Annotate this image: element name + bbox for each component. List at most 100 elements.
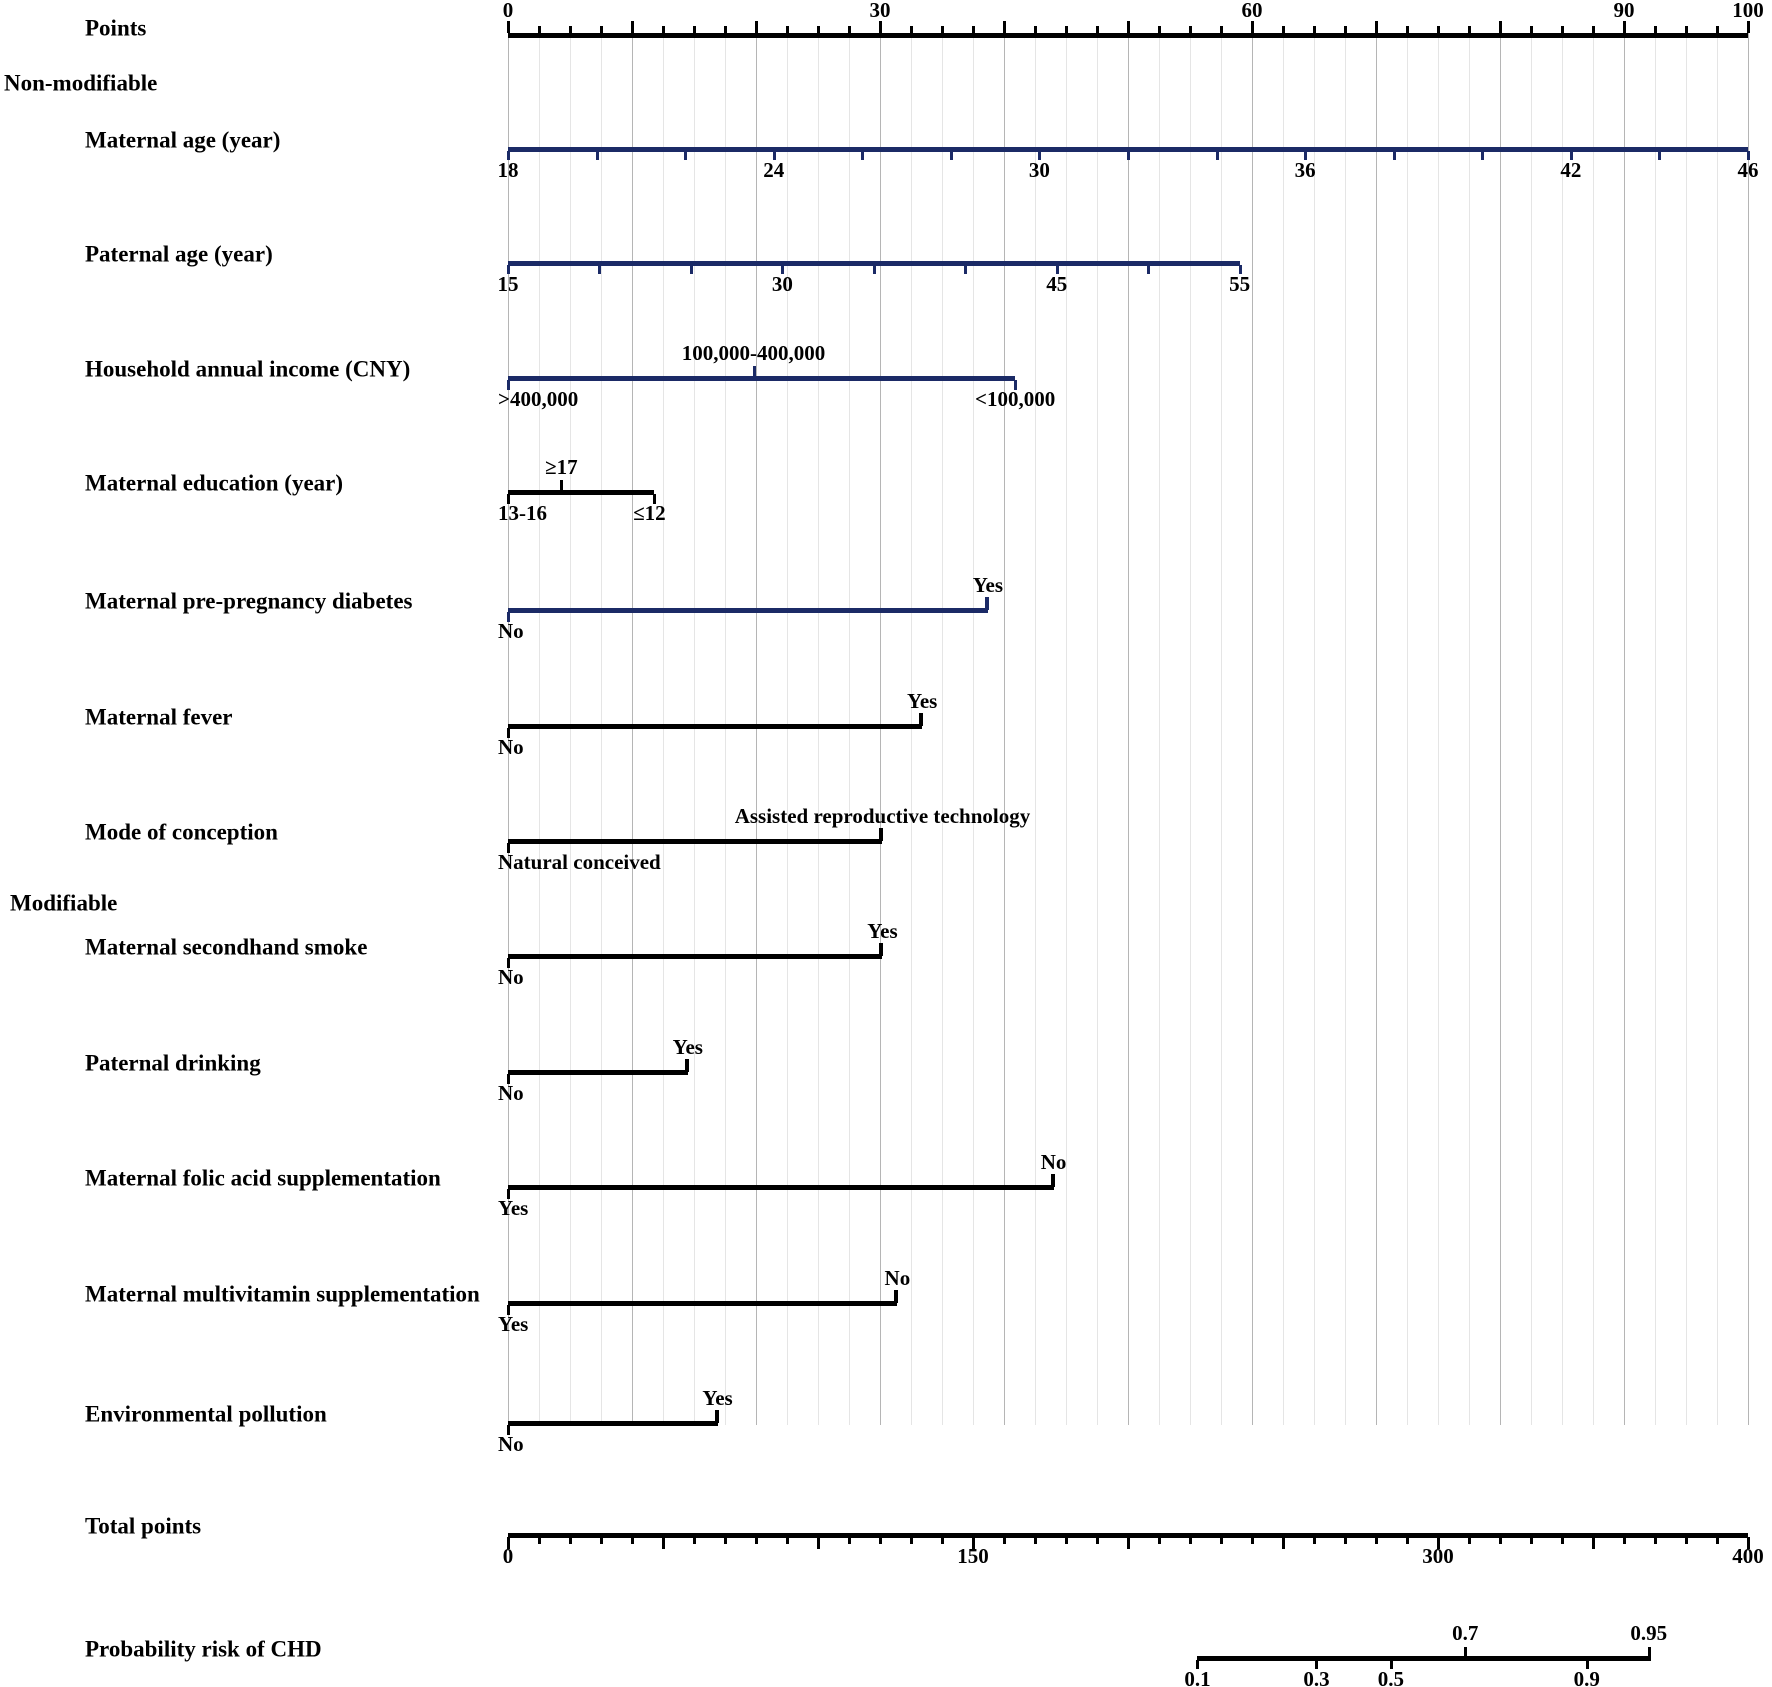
row-label-maternal-fever: Maternal fever [85, 704, 233, 730]
tick [772, 151, 776, 160]
gridline [1438, 33, 1439, 1425]
tick [653, 494, 657, 504]
gridline [1593, 33, 1594, 1425]
tick-label: 30 [869, 0, 891, 22]
tick [752, 366, 756, 376]
end-tick [879, 943, 884, 956]
paternal-drinking-line [508, 1070, 688, 1075]
tick [1215, 151, 1219, 160]
tick [1313, 1537, 1316, 1544]
row-label-multivitamin: Maternal multivitamin supplementation [85, 1281, 480, 1307]
secondhand-smoke-line [508, 954, 883, 959]
tick [1647, 1647, 1651, 1656]
tick [507, 265, 510, 274]
category-label: No [498, 619, 524, 643]
tick [848, 1537, 851, 1544]
tick [1189, 1537, 1192, 1544]
gridline [539, 33, 540, 1425]
tick [631, 21, 634, 33]
tick [1499, 21, 1502, 33]
tick [1127, 21, 1130, 33]
category-label: >400,000 [498, 387, 579, 411]
tick [1685, 26, 1688, 33]
tick [1561, 1537, 1564, 1544]
tick [1375, 1537, 1378, 1544]
tick-label: 0 [502, 1544, 514, 1568]
tick [569, 26, 572, 33]
tick [910, 1537, 913, 1544]
tick [662, 1537, 665, 1549]
row-label-secondhand-smoke: Maternal secondhand smoke [85, 934, 368, 960]
gridline [1407, 33, 1408, 1425]
row-label-paternal-drinking: Paternal drinking [85, 1050, 261, 1076]
tick [1716, 1537, 1719, 1544]
tick-label: 46 [1737, 158, 1759, 182]
tick [1282, 26, 1285, 33]
tick [1096, 1537, 1099, 1544]
row-label-household-income: Household annual income (CNY) [85, 356, 411, 382]
tick [1464, 1647, 1468, 1656]
tick [684, 151, 688, 160]
gridline [663, 33, 664, 1425]
category-label: No [1040, 1150, 1067, 1174]
tick [1530, 1537, 1533, 1544]
tick [1747, 151, 1750, 160]
tick [817, 1537, 820, 1549]
category-label: <100,000 [975, 387, 1056, 411]
tick [755, 1537, 758, 1544]
tick [1315, 1660, 1319, 1669]
category-label: Yes [972, 573, 1004, 597]
tick [631, 1537, 634, 1544]
axis-title-probability: Probability risk of CHD [85, 1636, 322, 1662]
tick [786, 26, 789, 33]
household-income-line [508, 376, 1016, 381]
tick [1282, 1537, 1285, 1549]
gridline [1159, 33, 1160, 1425]
tick [817, 26, 820, 33]
tick [1147, 265, 1151, 274]
row-label-pre-pregnancy-diabetes: Maternal pre-pregnancy diabetes [85, 588, 413, 614]
gridline [849, 33, 850, 1425]
tick [600, 1537, 603, 1544]
end-tick [1050, 1174, 1055, 1187]
tick [1313, 26, 1316, 33]
tick [507, 1537, 510, 1549]
tick-label: 90 [1613, 0, 1635, 22]
pre-pregnancy-diabetes-line [508, 608, 988, 613]
end-tick [894, 1290, 899, 1303]
tick [1003, 21, 1006, 33]
tick [1158, 26, 1161, 33]
end-tick [714, 1410, 719, 1423]
row-label-maternal-age: Maternal age (year) [85, 127, 281, 153]
tick [1716, 26, 1719, 33]
axis-title-points: Points [85, 15, 147, 41]
category-label: Yes [672, 1035, 703, 1059]
tick [595, 151, 599, 160]
tick-label: 400 [1732, 1544, 1764, 1568]
mode-of-conception-line [508, 839, 883, 844]
group-heading: Non-modifiable [4, 70, 158, 96]
tick [1658, 151, 1662, 160]
gridline [1748, 33, 1749, 1425]
gridline [1035, 33, 1036, 1425]
axis-title-total-points: Total points [85, 1513, 202, 1539]
tick [1685, 1537, 1688, 1544]
group-heading: Modifiable [10, 890, 118, 916]
maternal-fever-line [508, 724, 923, 729]
tick-label: 60 [1241, 0, 1263, 22]
row-label-mode-of-conception: Mode of conception [85, 819, 278, 845]
gridline [1531, 33, 1532, 1425]
tick [1654, 26, 1657, 33]
maternal-age-line [508, 147, 1748, 152]
category-label: No [498, 965, 524, 989]
gridline [1686, 33, 1687, 1425]
tick [1406, 26, 1409, 33]
gridline [1345, 33, 1346, 1425]
tick-label: 45 [1046, 272, 1068, 296]
gridline [1221, 33, 1222, 1425]
gridline [1190, 33, 1191, 1425]
tick [1747, 1537, 1750, 1549]
tick [507, 494, 510, 504]
tick [1530, 26, 1533, 33]
